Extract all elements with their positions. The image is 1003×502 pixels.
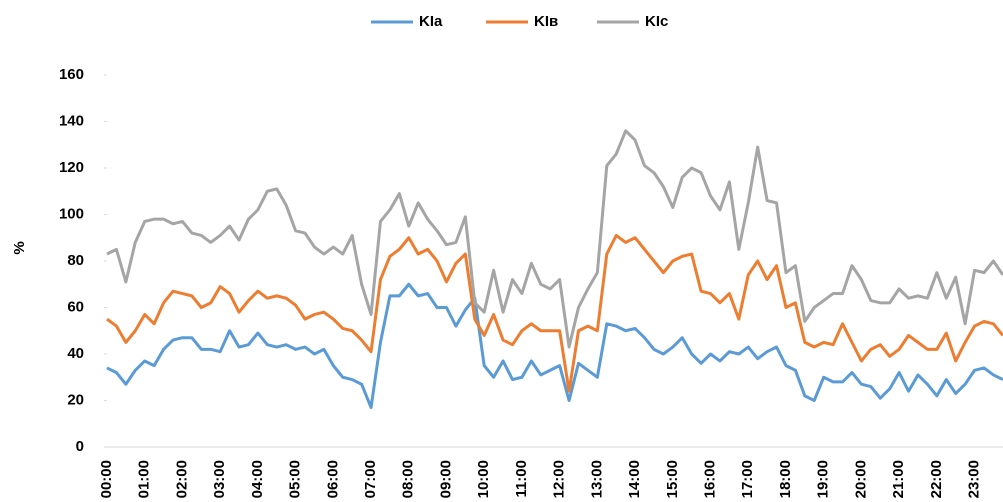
x-tick-label: 16:00 <box>701 460 718 498</box>
y-tick-label: 140 <box>59 112 84 129</box>
series-line <box>106 282 1003 409</box>
x-tick-label: 05:00 <box>287 460 304 498</box>
x-tick-label: 23:00 <box>966 460 983 498</box>
x-tick-label: 17:00 <box>739 460 756 498</box>
y-tick-label: 20 <box>67 391 84 408</box>
x-tick-label: 04:00 <box>249 460 266 498</box>
y-tick-label: 160 <box>59 66 84 83</box>
y-tick-label: 40 <box>67 345 84 362</box>
x-tick-label: 14:00 <box>626 460 643 498</box>
x-tick-label: 22:00 <box>928 460 945 498</box>
x-tick-label: 13:00 <box>588 460 605 498</box>
x-tick-label: 03:00 <box>211 460 228 498</box>
y-tick-label: 0 <box>76 438 84 455</box>
x-tick-label: 12:00 <box>551 460 568 498</box>
legend-label: KIв <box>534 13 558 30</box>
x-tick-label: 19:00 <box>815 460 832 498</box>
x-tick-label: 15:00 <box>664 460 681 498</box>
x-tick-label: 20:00 <box>852 460 869 498</box>
series-line <box>106 233 1003 393</box>
x-tick-label: 00:00 <box>98 460 115 498</box>
x-tick-label: 18:00 <box>777 460 794 498</box>
x-tick-label: 09:00 <box>437 460 454 498</box>
y-tick-label: 100 <box>59 205 84 222</box>
x-tick-label: 01:00 <box>136 460 153 498</box>
legend-label: KIc <box>645 13 668 30</box>
x-tick-label: 06:00 <box>324 460 341 498</box>
x-tick-label: 02:00 <box>173 460 190 498</box>
legend-label: KIa <box>419 13 443 30</box>
y-tick-label: 60 <box>67 298 84 315</box>
x-tick-label: 21:00 <box>890 460 907 498</box>
x-tick-label: 07:00 <box>362 460 379 498</box>
y-axis-label: % <box>11 241 28 254</box>
y-tick-label: 80 <box>67 252 84 269</box>
y-tick-label: 120 <box>59 159 84 176</box>
x-tick-label: 10:00 <box>475 460 492 498</box>
x-tick-label: 08:00 <box>400 460 417 498</box>
series-line <box>106 129 1003 349</box>
x-tick-label: 11:00 <box>513 460 530 498</box>
